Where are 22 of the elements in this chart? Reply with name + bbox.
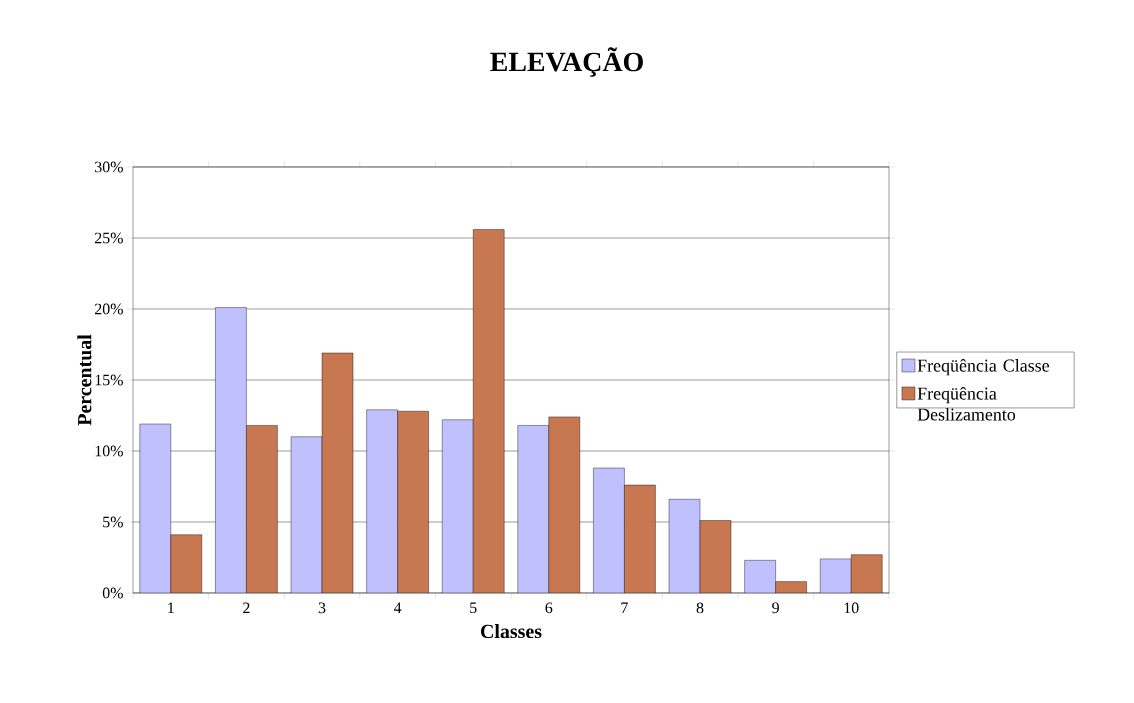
x-tick-label: 1 [168,602,174,614]
y-axis-title: Percentual [77,334,92,426]
y-tick-label: 20% [94,303,123,315]
legend-label: Freqüência Deslizamento [917,386,1016,421]
x-tick-label: 6 [545,602,553,614]
legend-label: Freqüência Classe [917,359,1050,376]
y-tick-label: 0% [102,587,123,599]
x-tick-label: 2 [243,602,250,614]
x-tick-label: 4 [393,602,402,613]
x-tick-label: 10 [844,602,859,614]
y-tick-label: 25% [94,232,123,244]
chart-title: ELEVAÇÃO [490,47,643,77]
y-tick-label: 5% [103,516,123,528]
y-tick-label: 10% [95,445,123,457]
x-tick-label: 9 [772,602,779,614]
y-tick-label: 15% [95,374,123,386]
x-tick-label: 8 [696,602,704,614]
x-axis-title: Classes [480,624,542,639]
x-tick-label: 7 [621,602,628,613]
y-tick-label: 30% [95,161,123,173]
x-tick-label: 5 [470,602,477,614]
x-tick-label: 3 [318,602,326,614]
